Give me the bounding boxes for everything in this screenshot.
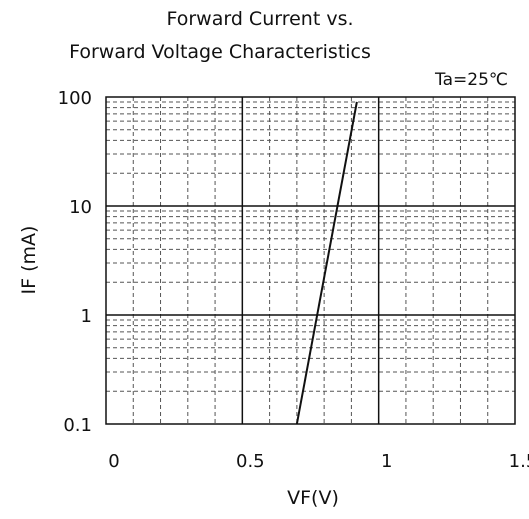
x-tick-label: 1	[381, 451, 392, 472]
plot-border	[105, 96, 516, 425]
minor-grid	[106, 97, 515, 424]
chart-title-line-2: Forward Voltage Characteristics	[69, 41, 371, 63]
y-tick-label: 10	[69, 197, 92, 218]
series-line	[295, 101, 358, 425]
x-tick-label: 1.5	[509, 451, 529, 472]
x-tick-label: 0	[108, 451, 119, 472]
x-axis-label: VF(V)	[287, 487, 339, 509]
y-axis-label: IF (mA)	[18, 226, 40, 295]
y-tick-label: 1	[81, 306, 92, 327]
temperature-annotation: Ta=25℃	[434, 70, 508, 90]
x-tick-label: 0.5	[236, 451, 265, 472]
tick-labels: 0 0.5 1 1.5 0.1 1 10 100	[58, 88, 529, 472]
series-layer	[295, 101, 358, 425]
chart-title-line-1: Forward Current vs.	[166, 8, 353, 30]
y-tick-label: 100	[58, 88, 92, 109]
major-grid	[106, 97, 515, 424]
y-tick-label: 0.1	[63, 415, 92, 436]
